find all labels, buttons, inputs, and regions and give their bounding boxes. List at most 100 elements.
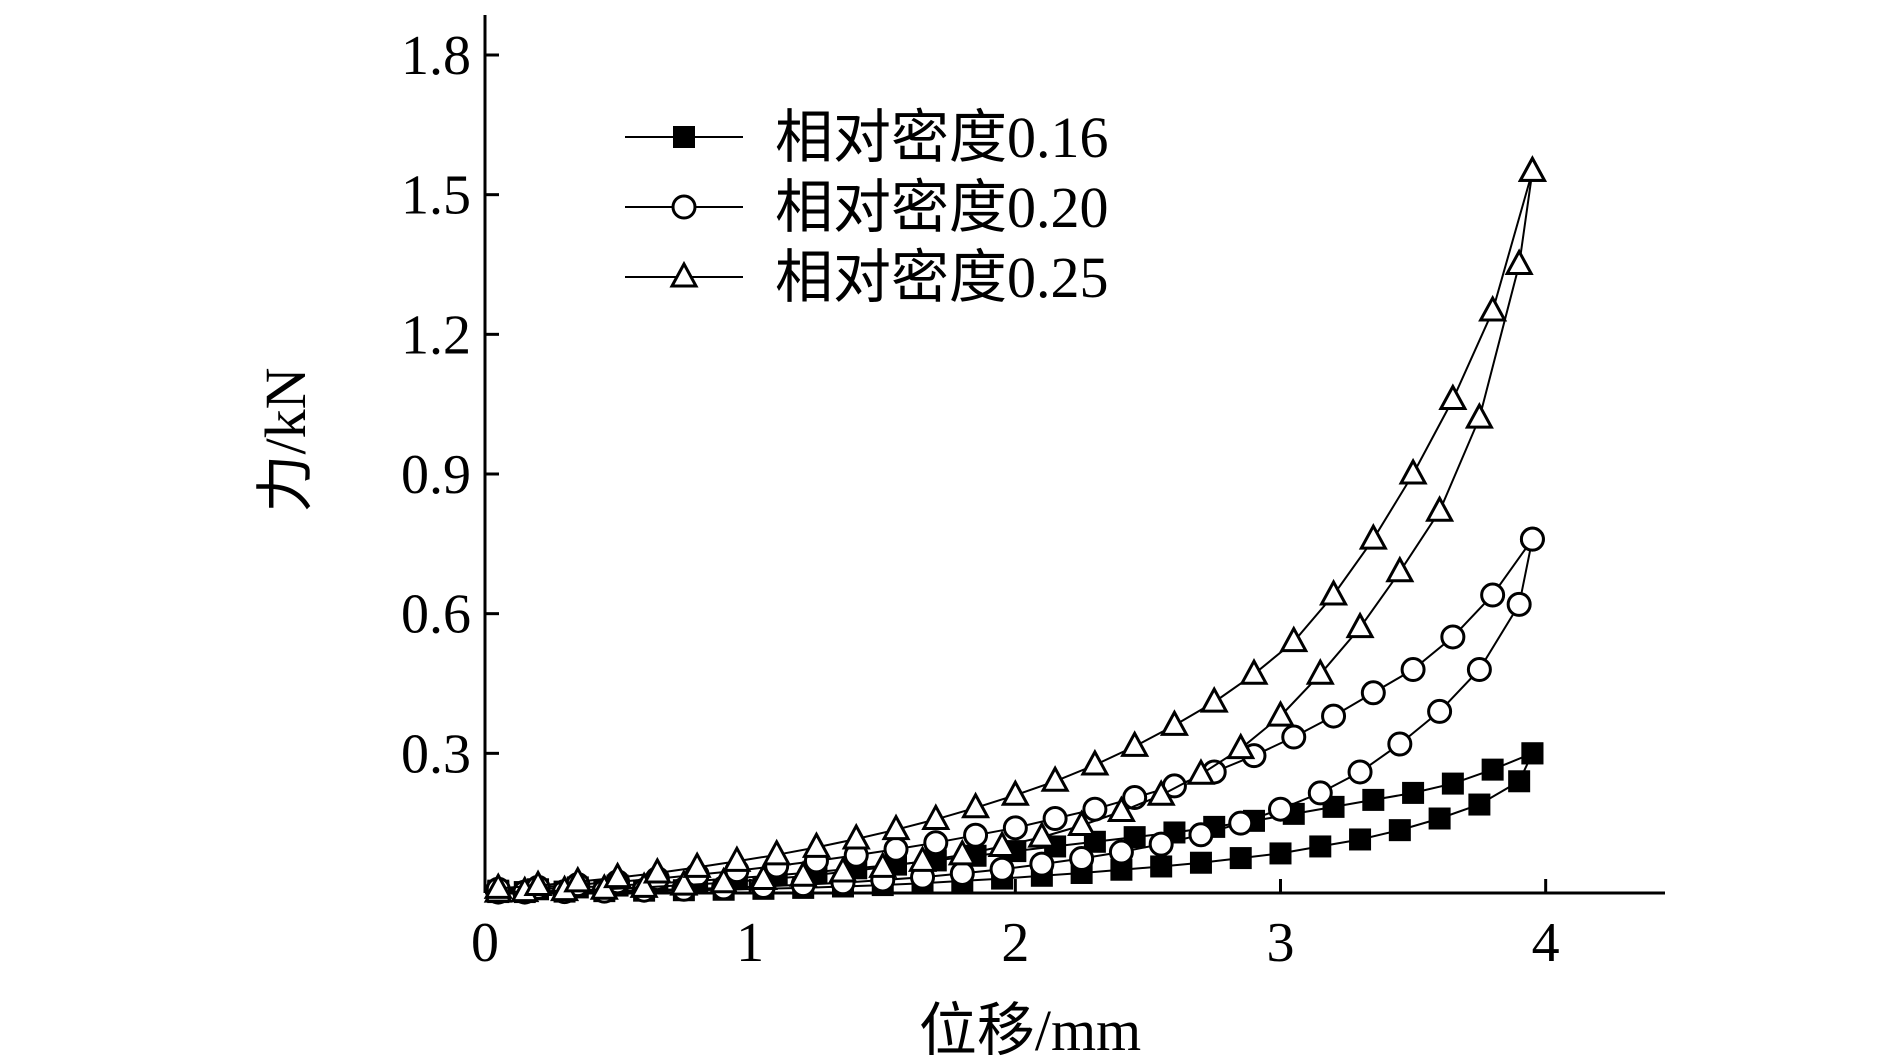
series-3-point [603,861,633,889]
series-2-point [1440,624,1466,650]
series-1-point [1083,830,1106,853]
series-3-point [1305,658,1335,685]
series-1-point [1309,835,1332,858]
legend-item: 相对密度0.20 [625,175,1109,240]
series-3-point [1159,709,1189,736]
legend-label: 相对密度0.16 [775,105,1109,170]
series-1-point [1508,770,1531,793]
series-2-point [949,860,975,886]
series-2-point [1519,526,1545,552]
series-1-point [1441,772,1464,795]
y-tick-label: 0.3 [401,723,471,785]
y-tick-label: 1.5 [401,165,471,227]
series-3-point [523,869,553,897]
series-3-point [748,863,778,890]
series-3-point [1080,748,1110,776]
series-2-point [1188,822,1214,848]
series-3-point [1464,402,1494,429]
series-1-point [1428,807,1451,830]
series-2-point [1307,780,1333,806]
series-3-point [841,822,871,850]
series-1-point [1349,828,1372,851]
series-3-point [1478,294,1508,322]
series-2-point [1400,657,1426,683]
series-3-point [1279,625,1309,653]
series-3-point [1067,809,1097,836]
y-tick-label: 1.8 [401,25,471,87]
axes: 0 1 2 3 4 0.3 0.6 0.9 1.2 1.5 1.8 [401,15,1665,974]
series-2-point [1480,582,1506,608]
series-3-point [987,830,1017,857]
series-3-point [629,871,659,898]
series-3-point [1504,248,1534,275]
series-2-point [1427,698,1453,724]
x-axis-title: 位移/mm [919,998,1141,1063]
x-tick-label: 1 [736,912,764,974]
series-1-point [1150,855,1173,878]
series-2-point [1506,591,1532,617]
x-tick-label: 3 [1267,912,1295,974]
series-1-point [1269,842,1292,865]
series-2-point [1069,846,1095,872]
series-3-point [1120,730,1150,757]
series-3-point [1319,578,1349,606]
series-3-point [563,865,593,893]
series-1-point [1468,793,1491,816]
series-3-point [709,866,739,894]
x-tick-label: 2 [1001,912,1029,974]
series-3-point [1146,779,1176,806]
series-1-point [1521,742,1544,765]
series-3-point [1226,732,1256,760]
x-tick-label: 0 [471,912,499,974]
series-2-point [1228,810,1254,836]
series-2-unloading-line [498,539,1534,894]
series-3-point [1398,457,1428,485]
legend-label: 相对密度0.25 [775,245,1109,310]
series-1-point [1362,788,1385,811]
series-1-point [1229,847,1252,870]
series-2-point [1360,680,1386,706]
series-3-point [868,851,898,878]
series-3-point [961,791,991,819]
series-3-point [1239,658,1269,685]
series-3-point [881,813,911,841]
series-3 [483,155,1547,903]
y-tick-label: 0.9 [401,444,471,506]
legend-label: 相对密度0.20 [775,175,1109,240]
legend-marker [671,194,697,220]
series-2-point [1148,831,1174,857]
series-1-point [1481,758,1504,781]
series-2-point [923,830,949,856]
series-1-point [1402,781,1425,804]
series-1-point [1388,819,1411,842]
series-3-point [669,868,699,896]
series-2-point [1466,657,1492,683]
series-3-point [1438,383,1468,411]
y-tick-label: 1.2 [401,304,471,366]
legend-item: 相对密度0.16 [625,105,1109,170]
series-3-point [642,856,672,884]
series-2-point [1002,815,1028,841]
series-3-unloading-line [498,171,1534,894]
series-2-point [1268,796,1294,822]
series-2-point [1281,724,1307,750]
series-3-point [762,838,792,866]
series-3-point [483,872,513,899]
series-3-point [947,838,977,866]
series-3-point [1186,758,1216,785]
legend-marker [669,260,699,288]
series-3-point [1027,821,1057,848]
legend-item: 相对密度0.25 [625,245,1109,310]
series-3-point [1385,555,1415,583]
series-2-point [1108,839,1134,865]
series-3-point [1106,795,1136,823]
series-2-point [1029,851,1055,877]
series-3-point [1345,611,1375,639]
series-3-point [1425,495,1455,522]
series-2-point [1387,731,1413,757]
series-2-point [1042,806,1068,832]
series-2-point [883,836,909,862]
